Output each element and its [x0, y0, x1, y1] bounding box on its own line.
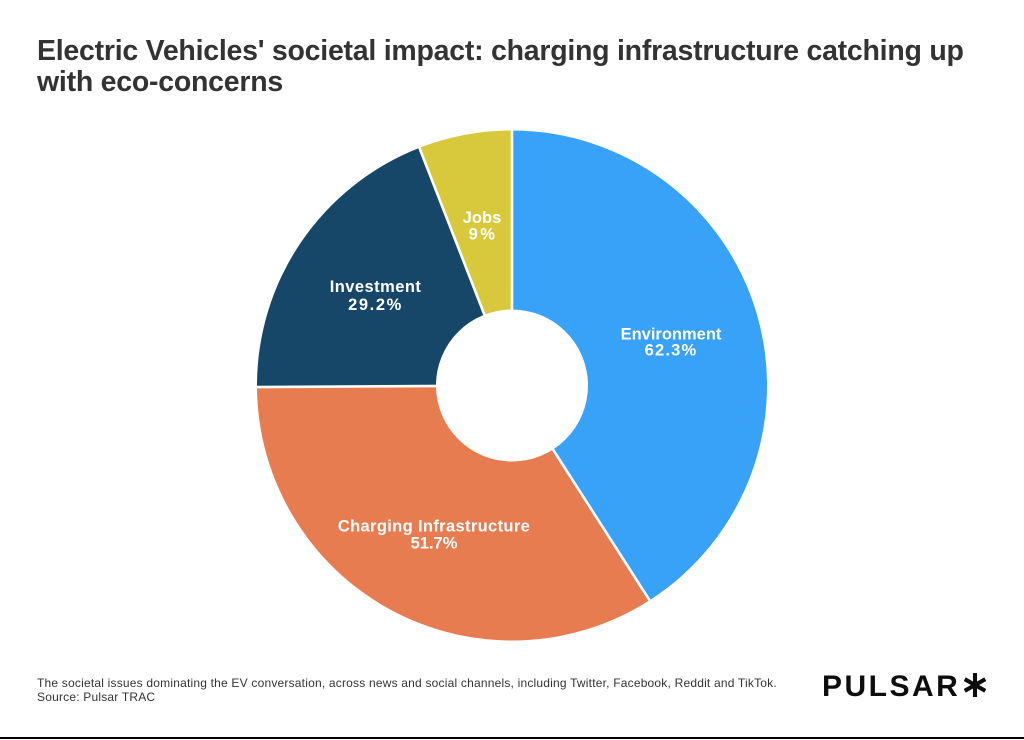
svg-text:62.3%: 62.3% [645, 342, 698, 360]
svg-text:Charging Infrastructure: Charging Infrastructure [338, 518, 530, 536]
svg-text:Jobs: Jobs [463, 209, 502, 227]
svg-text:Environment: Environment [621, 326, 722, 344]
svg-text:29.2%: 29.2% [348, 296, 403, 314]
svg-text:51.7%: 51.7% [411, 534, 458, 552]
svg-text:9%: 9% [469, 225, 498, 243]
svg-text:Investment: Investment [330, 278, 422, 296]
